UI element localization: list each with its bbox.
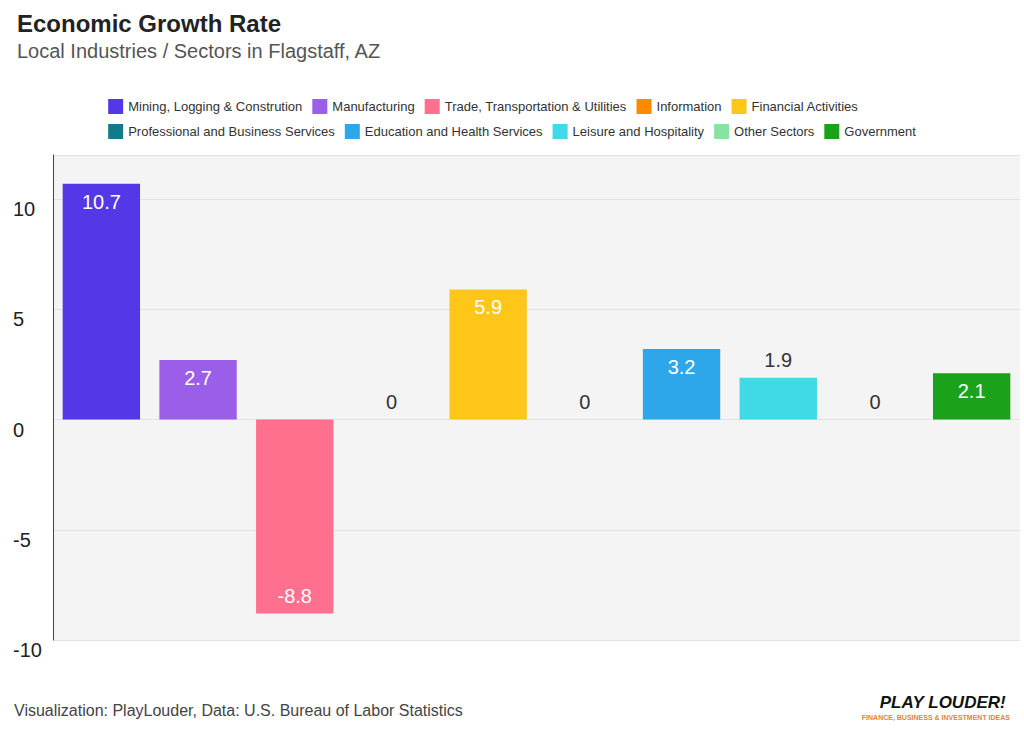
svg-text:Trade, Transportation & Utilit: Trade, Transportation & Utilities xyxy=(445,99,627,114)
svg-text:Economic Growth Rate: Economic Growth Rate xyxy=(17,10,281,37)
svg-text:0: 0 xyxy=(13,419,24,441)
svg-text:Government: Government xyxy=(844,124,916,139)
svg-text:3.2: 3.2 xyxy=(668,356,696,378)
svg-text:-8.8: -8.8 xyxy=(278,585,312,607)
svg-text:Financial Activities: Financial Activities xyxy=(752,99,859,114)
svg-text:5: 5 xyxy=(13,308,24,330)
svg-text:-5: -5 xyxy=(13,529,31,551)
svg-text:Visualization: PlayLouder, Dat: Visualization: PlayLouder, Data: U.S. Bu… xyxy=(14,702,463,719)
svg-text:Other Sectors: Other Sectors xyxy=(734,124,815,139)
svg-text:2.1: 2.1 xyxy=(958,380,986,402)
svg-text:0: 0 xyxy=(386,391,397,413)
svg-text:FINANCE, BUSINESS & INVESTMENT: FINANCE, BUSINESS & INVESTMENT IDEAS xyxy=(862,714,1011,722)
svg-text:1.9: 1.9 xyxy=(764,349,792,371)
svg-text:Manufacturing: Manufacturing xyxy=(332,99,414,114)
svg-text:-10: -10 xyxy=(13,639,42,661)
svg-text:10.7: 10.7 xyxy=(82,191,121,213)
svg-text:Mining, Logging & Constrution: Mining, Logging & Constrution xyxy=(128,99,302,114)
svg-text:0: 0 xyxy=(869,391,880,413)
svg-text:Education and Health Services: Education and Health Services xyxy=(365,124,543,139)
svg-text:10: 10 xyxy=(13,198,35,220)
svg-text:Information: Information xyxy=(657,99,722,114)
svg-text:PLAY LOUDER!: PLAY LOUDER! xyxy=(880,693,1006,712)
svg-text:Local Industries / Sectors in: Local Industries / Sectors in Flagstaff,… xyxy=(17,40,380,62)
svg-text:Professional and Business Serv: Professional and Business Services xyxy=(128,124,335,139)
svg-text:5.9: 5.9 xyxy=(474,296,502,318)
svg-text:0: 0 xyxy=(579,391,590,413)
svg-text:Leisure and Hospitality: Leisure and Hospitality xyxy=(573,124,705,139)
svg-text:2.7: 2.7 xyxy=(184,367,212,389)
